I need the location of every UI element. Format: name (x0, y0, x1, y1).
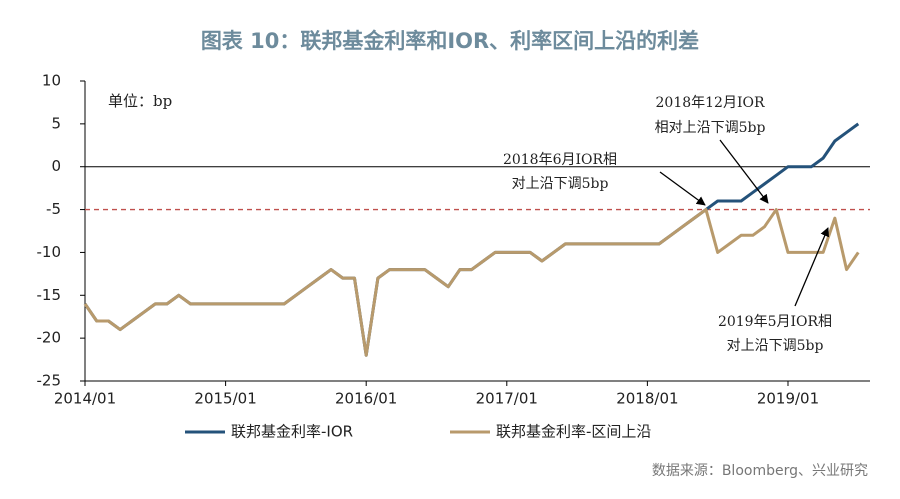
x-tick-label: 2014/01 (54, 390, 116, 408)
y-tick-label: 5 (51, 114, 61, 132)
annotation: 2018年6月IOR相 (503, 152, 617, 168)
annotation: 相对上沿下调5bp (655, 120, 766, 136)
chart-title: 图表 10：联邦基金利率和IOR、利率区间上沿的利差 (201, 29, 699, 53)
x-tick-label: 2019/01 (757, 390, 819, 408)
unit-label: 单位：bp (108, 92, 172, 110)
y-tick-label: 0 (51, 157, 61, 175)
arrow (794, 227, 829, 307)
legend-label: 联邦基金利率-区间上沿 (496, 423, 651, 441)
annotation: 对上沿下调5bp (512, 176, 609, 192)
y-tick-label: -20 (37, 329, 62, 347)
y-tick-label: -15 (37, 286, 62, 304)
x-tick-label: 2016/01 (335, 390, 397, 408)
arrow (659, 171, 706, 206)
annotation: 2018年12月IOR (656, 95, 765, 111)
y-tick-label: -5 (46, 200, 61, 218)
y-tick-label: 10 (42, 72, 61, 90)
series-line (83, 208, 860, 357)
x-tick-label: 2017/01 (476, 390, 538, 408)
annotations: 2018年12月IOR 相对上沿下调5bp 2018年6月IOR相 对上沿下调5… (503, 95, 832, 354)
legend-label: 联邦基金利率-IOR (231, 423, 353, 441)
annotation: 2019年5月IOR相 (718, 314, 832, 330)
x-tick-label: 2018/01 (616, 390, 678, 408)
y-tick-label: -10 (37, 243, 62, 261)
y-tick-label: -25 (37, 372, 62, 390)
source: 数据来源：Bloomberg、兴业研究 (652, 463, 868, 479)
annotation: 对上沿下调5bp (727, 338, 824, 354)
arrow (719, 139, 769, 204)
x-tick-label: 2015/01 (194, 390, 256, 408)
